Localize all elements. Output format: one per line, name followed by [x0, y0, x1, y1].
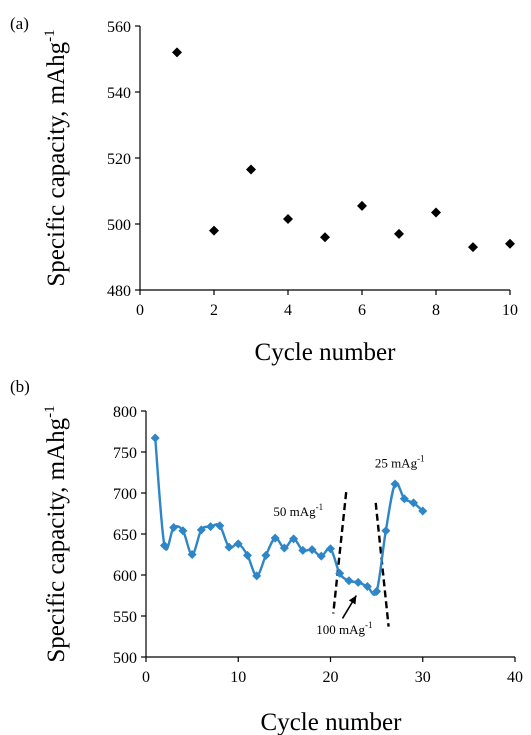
panel-b-series	[150, 433, 428, 596]
panel-a-x-tick-label: 6	[358, 302, 366, 319]
panel-a-label: (a)	[10, 14, 29, 33]
panel-a-ticks: 0 2 4 6 8 10 480 500 520 540 560	[107, 19, 518, 319]
data-point	[307, 545, 317, 555]
data-point	[418, 506, 428, 516]
data-point	[261, 550, 271, 560]
panel-b-chart: (b) 0 10 20 30 40 500 550 600 650 700 750 800 50 mA…	[10, 377, 523, 735]
data-point	[316, 551, 326, 561]
data-point	[326, 544, 335, 554]
data-point	[246, 164, 256, 175]
rate-annotation-text: 50 mAg	[273, 504, 316, 519]
data-point	[394, 228, 404, 239]
panel-b-x-tick-label: 10	[230, 669, 246, 686]
panel-a-y-tick-label: 560	[107, 19, 131, 36]
panel-b-y-tick-label: 500	[113, 650, 137, 667]
data-point	[206, 522, 216, 532]
rate-divider-line	[374, 502, 390, 627]
data-point	[187, 550, 197, 559]
rate-annotation-text: 25 mAg	[375, 456, 418, 471]
panel-a-x-tick-label: 4	[284, 302, 292, 319]
data-point	[353, 577, 363, 587]
data-point	[178, 526, 188, 536]
data-point	[362, 581, 372, 591]
panel-b-y-tick-label: 750	[113, 445, 137, 462]
data-point	[289, 534, 299, 544]
data-point	[172, 47, 182, 58]
annotation-arrowhead	[348, 595, 357, 605]
rate-annotation-sup: -1	[316, 502, 324, 512]
panel-a-y-title-sup: -1	[42, 29, 58, 42]
panel-b-y-title: Specific capacity, mAhg-1	[42, 405, 70, 662]
rate-annotation-text: 100 mAg	[316, 622, 365, 637]
panel-a-x-tick-label: 2	[210, 302, 218, 319]
data-point	[252, 571, 262, 581]
rate-annotation: 25 mAg-1	[375, 454, 425, 471]
panel-b-y-title-text: Specific capacity, mAhg	[43, 417, 70, 662]
data-point	[399, 494, 409, 504]
rate-annotation: 50 mAg-1	[273, 502, 323, 519]
panel-b-y-tick-label: 650	[113, 527, 137, 544]
panel-b-x-tick-label: 40	[507, 669, 523, 686]
data-point	[390, 479, 400, 489]
panel-a-y-title-text: Specific capacity, mAhg	[43, 41, 70, 286]
panel-a-x-tick-label: 8	[432, 302, 440, 319]
panel-a-y-tick-label: 540	[107, 85, 131, 102]
rate-divider-line	[332, 492, 348, 614]
panel-b-dividers	[332, 492, 390, 627]
panel-a-y-tick-label: 500	[107, 217, 131, 234]
panel-b-y-tick-label: 700	[113, 486, 137, 503]
data-point	[381, 526, 391, 536]
data-point	[320, 232, 330, 243]
rate-annotation-sup: -1	[365, 620, 373, 630]
panel-a-y-tick-label: 480	[107, 283, 131, 300]
panel-b-x-tick-label: 30	[415, 669, 431, 686]
panel-a-y-title: Specific capacity, mAhg-1	[42, 29, 70, 286]
panel-a-x-tick-label: 10	[502, 302, 518, 319]
data-point	[215, 521, 225, 531]
panel-a-x-title: Cycle number	[255, 339, 397, 366]
rate-annotation-sup: -1	[417, 454, 425, 464]
data-point	[335, 568, 345, 578]
data-point	[279, 543, 289, 553]
data-point	[505, 238, 515, 249]
data-point	[169, 522, 179, 532]
data-point	[233, 539, 243, 549]
panel-a-points	[172, 47, 515, 253]
data-point	[372, 586, 382, 596]
data-point	[283, 214, 293, 225]
data-point	[431, 207, 441, 218]
data-point	[224, 542, 234, 552]
panel-a-y-tick-label: 520	[107, 151, 131, 168]
data-point	[209, 225, 219, 236]
panel-b-y-tick-label: 800	[113, 404, 137, 421]
panel-b-ticks: 0 10 20 30 40 500 550 600 650 700 750 800	[113, 404, 523, 686]
data-point	[298, 545, 308, 555]
data-point	[150, 433, 160, 443]
panel-b-label: (b)	[10, 377, 30, 396]
data-point	[270, 533, 280, 543]
data-point	[468, 242, 478, 253]
data-point	[344, 576, 354, 586]
data-point	[196, 525, 206, 535]
panel-b-y-tick-label: 550	[113, 609, 137, 626]
panel-b-x-tick-label: 0	[142, 669, 150, 686]
rate-annotation: 100 mAg-1	[316, 620, 372, 637]
panel-b-x-title: Cycle number	[261, 709, 403, 735]
panel-b-y-tick-label: 600	[113, 568, 137, 585]
data-point	[409, 498, 419, 508]
panel-a-x-tick-label: 0	[136, 302, 144, 319]
data-point	[159, 540, 169, 550]
panel-b-y-title-sup: -1	[42, 405, 58, 418]
data-point	[242, 550, 252, 560]
data-point	[357, 200, 367, 211]
panel-b-x-tick-label: 20	[323, 669, 339, 686]
